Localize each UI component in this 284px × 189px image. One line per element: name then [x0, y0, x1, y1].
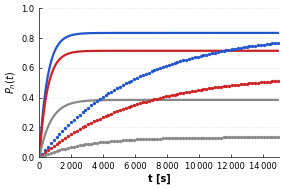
X-axis label: t [s]: t [s]: [148, 174, 171, 184]
Y-axis label: $P_n(t)$: $P_n(t)$: [5, 71, 18, 94]
